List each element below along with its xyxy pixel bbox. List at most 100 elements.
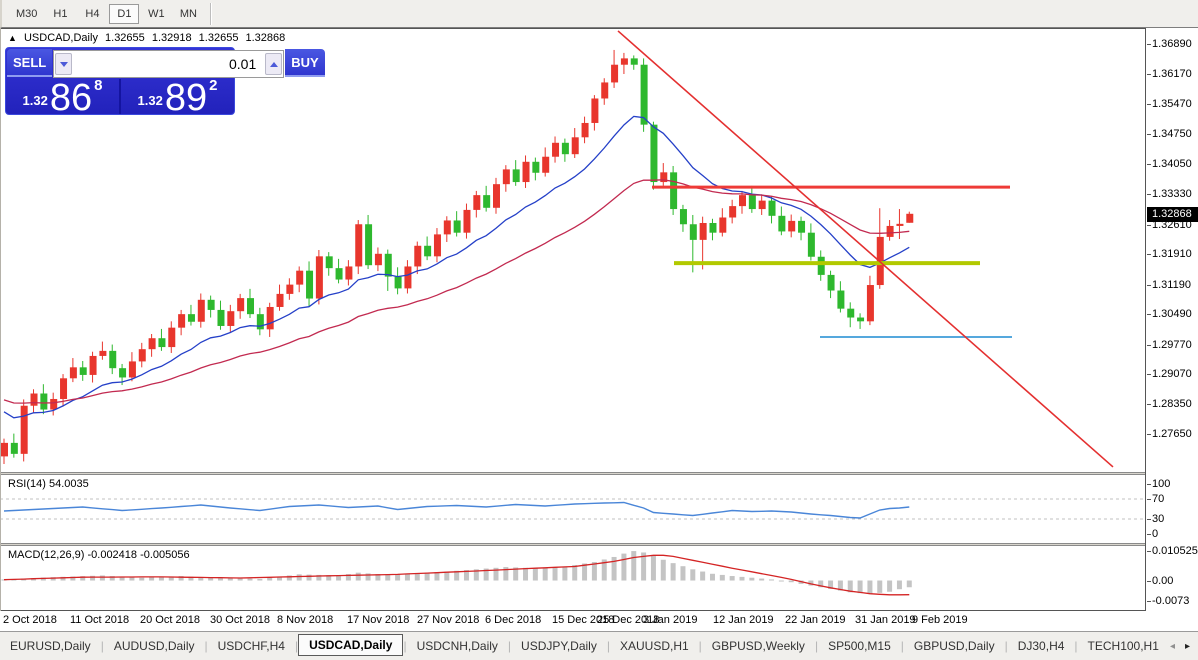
tab-scroll-right-icon[interactable]: ▸: [1184, 640, 1190, 652]
candle: [384, 253, 392, 277]
tab-usdcnh-daily[interactable]: USDCNH,Daily: [416, 639, 498, 653]
price-tick-label: 1.29070: [1152, 368, 1192, 381]
candle: [561, 142, 569, 155]
date-tick-label: 11 Oct 2018: [70, 614, 130, 626]
pane-splitter[interactable]: [0, 472, 1146, 475]
candle: [473, 195, 481, 210]
price-axis[interactable]: 1.36890 1.36170 1.35470 1.34750 1.34050 1.333…: [1147, 28, 1198, 611]
price-tick-label: 1.31910: [1152, 248, 1192, 261]
candle: [857, 317, 865, 322]
macd-histogram-bar: [719, 574, 725, 581]
tab-usdcad-daily[interactable]: USDCAD,Daily: [298, 634, 404, 656]
tab-scroll-arrows: ◂ ▸: [1170, 641, 1190, 652]
macd-histogram-bar: [739, 576, 745, 581]
macd-histogram-bar: [345, 574, 351, 581]
candle: [414, 245, 422, 267]
tab-separator: |: [100, 639, 104, 653]
macd-histogram-bar: [759, 578, 765, 581]
tab-sp500-m15[interactable]: SP500,M15: [828, 639, 891, 653]
macd-histogram-bar: [217, 578, 223, 581]
date-tick-label: 9 Feb 2019: [912, 614, 968, 626]
macd-histogram-bar: [552, 567, 558, 581]
candle: [99, 350, 107, 356]
candle: [768, 200, 776, 216]
tab-scroll-left-icon[interactable]: ◂: [1169, 640, 1175, 652]
date-tick-label: 30 Oct 2018: [210, 614, 270, 626]
timeframe-button-mn[interactable]: MN: [173, 4, 203, 24]
buy-price-display[interactable]: 1.32 89 2: [137, 77, 218, 119]
macd-histogram-bar: [877, 580, 883, 593]
tab-tech100-h1[interactable]: TECH100,H1: [1087, 639, 1159, 653]
date-tick-label: 20 Oct 2018: [140, 614, 200, 626]
macd-histogram-bar: [729, 576, 735, 581]
date-tick-label: 27 Nov 2018: [417, 614, 480, 626]
tab-eurusd-daily[interactable]: EURUSD,Daily: [10, 639, 91, 653]
candle: [847, 308, 855, 318]
buy-button[interactable]: BUY: [285, 49, 325, 77]
axis-tick-mark: [1147, 194, 1151, 196]
timeframe-toolbar: M30 H1 H4 D1 W1 MN: [0, 0, 1198, 28]
volume-increase-button[interactable]: [265, 53, 283, 75]
date-tick-label: 8 Nov 2018: [277, 614, 334, 626]
candle: [40, 393, 48, 410]
tab-xauusd-h1[interactable]: XAUUSD,H1: [619, 639, 689, 653]
tab-separator: |: [403, 639, 407, 653]
pane-splitter[interactable]: [0, 543, 1146, 546]
trendline[interactable]: [617, 30, 1114, 468]
candle: [433, 234, 441, 257]
sell-price-display[interactable]: 1.32 86 8: [6, 77, 121, 117]
macd-histogram-bar: [404, 573, 410, 581]
axis-tick-mark: [1147, 284, 1151, 286]
macd-histogram-bar: [591, 562, 597, 581]
tab-usdjpy-daily[interactable]: USDJPY,Daily: [521, 639, 597, 653]
axis-tick-mark: [1147, 344, 1151, 346]
macd-histogram-bar: [424, 572, 430, 581]
candle: [512, 169, 520, 183]
candle: [237, 298, 245, 312]
candle: [286, 284, 294, 294]
tab-usdchf-h4[interactable]: USDCHF,H4: [217, 639, 285, 653]
candle: [187, 314, 195, 322]
sell-button[interactable]: SELL: [7, 49, 53, 77]
current-price-badge: 1.32868: [1147, 206, 1198, 222]
candle: [69, 367, 77, 379]
price-tick-label: 1.34750: [1152, 128, 1192, 141]
volume-decrease-button[interactable]: [55, 53, 73, 75]
candle: [483, 195, 491, 208]
date-axis[interactable]: 2 Oct 2018 11 Oct 2018 20 Oct 2018 30 Oct 2…: [0, 611, 1198, 631]
toolbar-separator: [210, 2, 213, 25]
macd-histogram-bar: [680, 566, 686, 581]
tab-gbpusd-weekly[interactable]: GBPUSD,Weekly: [711, 639, 805, 653]
macd-histogram-bar: [70, 576, 76, 581]
candle: [650, 124, 658, 183]
macd-histogram-bar: [778, 580, 784, 582]
candle: [739, 195, 746, 207]
tab-dj30-h4[interactable]: DJ30,H4: [1017, 639, 1065, 653]
chart-canvas[interactable]: [0, 28, 1147, 611]
tab-separator: |: [606, 639, 610, 653]
timeframe-button-d1[interactable]: D1: [109, 3, 140, 24]
macd-histogram-bar: [365, 573, 371, 581]
candle: [670, 172, 678, 210]
tab-separator: |: [900, 639, 904, 653]
timeframe-button-h4[interactable]: H4: [77, 4, 107, 24]
candle: [758, 200, 766, 210]
one-click-trading-icon[interactable]: ▲: [8, 33, 17, 43]
timeframe-button-m30[interactable]: M30: [10, 4, 43, 24]
macd-histogram-bar: [621, 553, 627, 581]
candle: [817, 256, 825, 275]
macd-histogram-bar: [198, 577, 204, 581]
axis-tick-mark: [1147, 314, 1151, 316]
timeframe-button-w1[interactable]: W1: [141, 4, 171, 24]
candle: [197, 299, 205, 322]
candle: [20, 405, 28, 454]
volume-input[interactable]: [73, 55, 265, 73]
date-tick-label: 3 Jan 2019: [643, 614, 698, 626]
macd-histogram-bar: [837, 580, 843, 591]
timeframe-button-h1[interactable]: H1: [45, 4, 75, 24]
candle: [660, 172, 668, 183]
tab-separator: |: [814, 639, 819, 653]
tab-audusd-daily[interactable]: AUDUSD,Daily: [113, 639, 195, 653]
tab-gbpusd-daily[interactable]: GBPUSD,Daily: [913, 639, 995, 653]
